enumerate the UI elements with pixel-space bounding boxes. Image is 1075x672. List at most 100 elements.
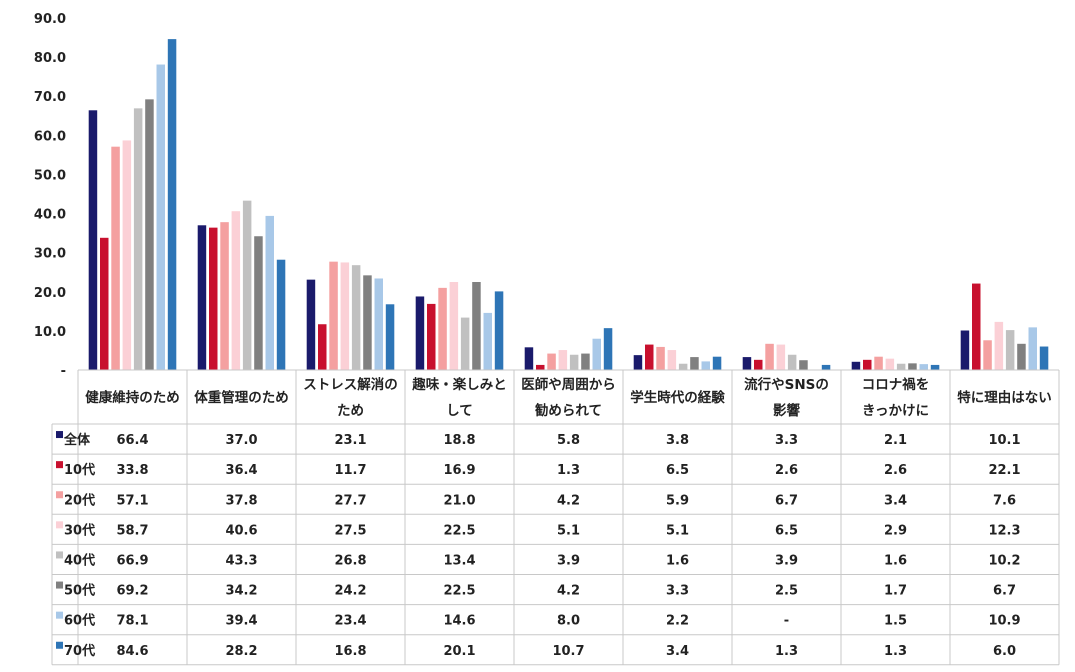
category-label: ため	[337, 403, 364, 419]
bar	[656, 346, 665, 370]
category-label: 健康維持のため	[85, 389, 180, 406]
bar	[603, 328, 613, 370]
bar	[329, 261, 338, 370]
bar	[908, 363, 917, 370]
legend-swatch	[56, 431, 63, 439]
data-value: 1.3	[557, 463, 580, 478]
bar	[885, 358, 895, 370]
bar	[754, 359, 763, 370]
category-label: 趣味・楽しみと	[411, 376, 507, 393]
data-value: 10.1	[988, 433, 1020, 448]
bar	[787, 354, 797, 370]
bar	[197, 225, 207, 370]
category-label: コロナ禍を	[862, 376, 930, 393]
bar	[340, 262, 350, 370]
legend-label: 30代	[64, 522, 95, 538]
data-value: 3.3	[775, 433, 798, 448]
legend-swatch	[56, 551, 63, 559]
data-value: 1.5	[884, 614, 907, 629]
bar	[776, 344, 786, 370]
category-label: 学生時代の経験	[630, 389, 725, 406]
data-value: 7.6	[993, 493, 1016, 508]
data-value: 69.2	[116, 584, 148, 599]
bar	[88, 110, 98, 371]
data-value: 1.3	[884, 644, 907, 659]
bar	[1017, 343, 1026, 370]
data-value: 33.8	[116, 463, 148, 478]
data-value: 4.2	[557, 584, 580, 599]
y-tick-label: 40.0	[34, 208, 66, 223]
bar	[167, 39, 177, 371]
data-value: 1.3	[775, 644, 798, 659]
data-value: 1.7	[884, 584, 907, 599]
data-value: 10.2	[988, 553, 1020, 568]
y-tick-label: 60.0	[34, 129, 66, 144]
bar	[318, 324, 327, 370]
data-value: 2.6	[884, 463, 907, 478]
data-value: 6.0	[993, 644, 1016, 659]
data-value: 16.9	[443, 463, 475, 478]
y-tick-label: -	[61, 364, 66, 379]
bar	[460, 317, 470, 370]
data-value: 3.8	[666, 433, 689, 448]
category-label: ストレス解消の	[303, 376, 398, 393]
bar	[667, 350, 677, 370]
bar	[483, 312, 492, 370]
bar	[645, 344, 654, 370]
data-value: 37.0	[225, 433, 257, 448]
data-value: 43.3	[225, 553, 257, 568]
data-value: 14.6	[443, 614, 475, 629]
bar	[678, 363, 688, 370]
bar	[1028, 327, 1037, 370]
data-value: 13.4	[443, 553, 475, 568]
y-tick-label: 50.0	[34, 168, 66, 183]
bar	[145, 99, 154, 370]
data-value: 34.2	[225, 584, 257, 599]
data-value: 6.5	[775, 523, 798, 538]
legend-swatch	[56, 581, 63, 589]
category-label: 体重管理のため	[194, 389, 289, 406]
bar	[494, 291, 504, 370]
bar	[742, 357, 752, 370]
data-value: 36.4	[225, 463, 257, 478]
data-value: 27.7	[334, 493, 366, 508]
category-label: 勧められて	[535, 402, 602, 419]
data-value: 78.1	[116, 614, 148, 629]
bar	[524, 347, 534, 370]
data-value: 23.1	[334, 433, 366, 448]
legend-label: 10代	[64, 462, 95, 478]
category-label: きっかけに	[862, 403, 929, 419]
data-value: 4.2	[557, 493, 580, 508]
bar	[821, 364, 831, 370]
legend-label: 20代	[64, 492, 95, 508]
bar	[449, 282, 459, 370]
bar	[701, 361, 710, 370]
bar	[1039, 346, 1049, 370]
y-tick-label: 80.0	[34, 51, 66, 66]
legend-swatch	[56, 461, 63, 469]
bar	[306, 279, 316, 370]
data-value: 26.8	[334, 553, 366, 568]
y-tick-label: 90.0	[34, 12, 66, 27]
legend-label: 50代	[64, 583, 95, 599]
bar	[994, 321, 1004, 370]
data-value: 66.9	[116, 553, 148, 568]
data-value: 11.7	[334, 463, 366, 478]
data-value: 22.1	[988, 463, 1020, 478]
data-value: 6.5	[666, 463, 689, 478]
bar	[385, 304, 395, 370]
data-value: 8.0	[557, 614, 580, 629]
data-value: 22.5	[443, 584, 475, 599]
bar	[547, 353, 556, 370]
data-value: 66.4	[116, 433, 148, 448]
data-value: 57.1	[116, 493, 148, 508]
bar	[712, 356, 722, 370]
legend-swatch	[56, 611, 63, 619]
bar	[983, 340, 992, 370]
data-value: 5.1	[557, 523, 580, 538]
bar	[374, 278, 383, 370]
legend-label: 全体	[63, 432, 91, 448]
bar	[242, 200, 252, 370]
data-value: 21.0	[443, 493, 475, 508]
